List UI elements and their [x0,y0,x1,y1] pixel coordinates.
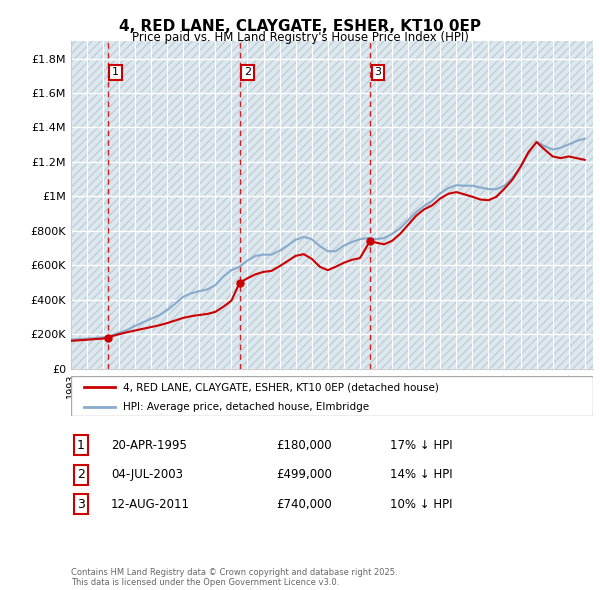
Text: 17% ↓ HPI: 17% ↓ HPI [390,439,452,452]
Text: 2: 2 [77,468,85,481]
Text: 10% ↓ HPI: 10% ↓ HPI [390,498,452,511]
Text: 4, RED LANE, CLAYGATE, ESHER, KT10 0EP: 4, RED LANE, CLAYGATE, ESHER, KT10 0EP [119,19,481,34]
Text: 14% ↓ HPI: 14% ↓ HPI [390,468,452,481]
Text: 3: 3 [374,67,382,77]
Text: 4, RED LANE, CLAYGATE, ESHER, KT10 0EP (detached house): 4, RED LANE, CLAYGATE, ESHER, KT10 0EP (… [123,382,439,392]
Text: Price paid vs. HM Land Registry's House Price Index (HPI): Price paid vs. HM Land Registry's House … [131,31,469,44]
Text: HPI: Average price, detached house, Elmbridge: HPI: Average price, detached house, Elmb… [123,402,369,412]
Text: £499,000: £499,000 [276,468,332,481]
Text: 3: 3 [77,498,85,511]
Text: 1: 1 [77,439,85,452]
Text: Contains HM Land Registry data © Crown copyright and database right 2025.: Contains HM Land Registry data © Crown c… [71,568,397,577]
Text: This data is licensed under the Open Government Licence v3.0.: This data is licensed under the Open Gov… [71,578,339,587]
Text: 12-AUG-2011: 12-AUG-2011 [111,498,190,511]
Text: £740,000: £740,000 [276,498,332,511]
FancyBboxPatch shape [71,376,593,416]
Text: 2: 2 [244,67,251,77]
Text: £180,000: £180,000 [276,439,332,452]
Text: 20-APR-1995: 20-APR-1995 [111,439,187,452]
Text: 1: 1 [112,67,119,77]
Text: 04-JUL-2003: 04-JUL-2003 [111,468,183,481]
